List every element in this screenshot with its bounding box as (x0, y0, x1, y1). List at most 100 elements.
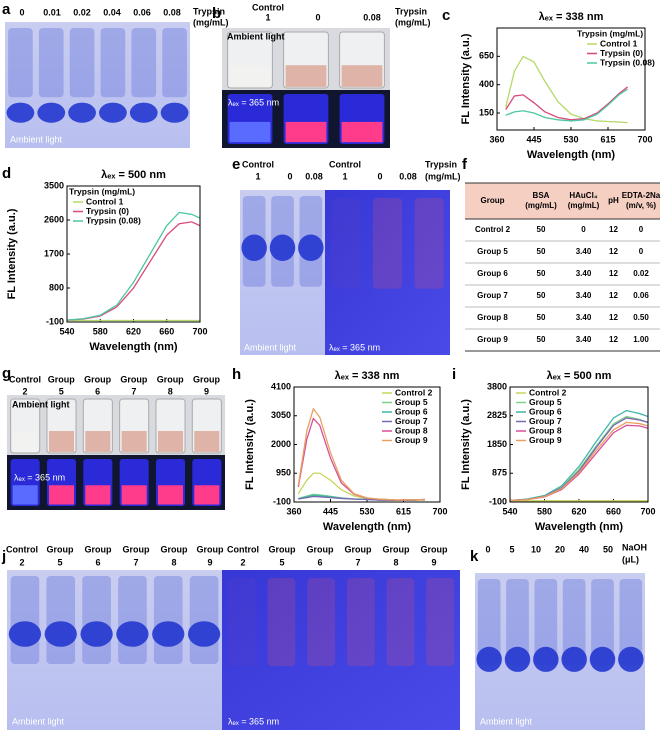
vial-liquid (48, 431, 75, 452)
gel-lane (372, 198, 403, 289)
gel-band (618, 646, 644, 672)
unit-label: Trypsin (425, 159, 457, 169)
x-tick-label: 580 (93, 326, 108, 336)
lane-label: Group (307, 544, 334, 554)
panel-label: b (212, 5, 221, 22)
lane-label: 0.04 (103, 7, 121, 17)
lane-label: Group (383, 544, 410, 554)
legend-label: Control 2 (395, 387, 433, 397)
vial-label: Group (120, 374, 147, 384)
lane-label: 20 (555, 544, 565, 554)
legend-label: Control 1 (600, 38, 638, 48)
vial-label: 0.08 (363, 12, 381, 22)
y-tick-label: -100 (273, 496, 291, 506)
panel-label: e (232, 156, 240, 173)
series-line (505, 88, 628, 122)
lane-label: Group (85, 544, 112, 554)
x-tick-label: 360 (286, 506, 301, 516)
legend-title: Trypsin (mg/mL) (577, 28, 643, 38)
vial-liquid (341, 65, 383, 87)
y-axis-label: FL Intensity (a.u.) (6, 208, 18, 299)
plot-frame (66, 185, 201, 323)
lane-label: Group (421, 544, 448, 554)
y-tick-label: 950 (276, 468, 291, 478)
x-tick-label: 360 (489, 134, 504, 144)
lane-label: 6 (317, 557, 322, 567)
y-tick-label: 1700 (44, 248, 64, 258)
lane-label: Control (242, 159, 274, 169)
gel-lane (131, 28, 157, 98)
plot-frame (509, 386, 649, 503)
panel-label: d (2, 165, 11, 182)
x-tick-label: 530 (359, 506, 374, 516)
lane-label: 0.08 (399, 171, 417, 181)
x-tick-label: 615 (600, 134, 615, 144)
table-cell: 0 (581, 225, 586, 234)
gel-lane (414, 198, 444, 289)
gel-band (241, 234, 267, 261)
lane-label: Control (227, 544, 259, 554)
unit-label: (μL) (622, 554, 639, 564)
table-cell: 3.40 (576, 269, 592, 278)
gel-lane (386, 578, 415, 666)
panel-label: j (1, 548, 6, 565)
vial-uv-glow (341, 121, 383, 143)
vial-label: Group (48, 374, 75, 384)
lane-label: Control (6, 544, 38, 554)
lane-label: 10 (531, 544, 541, 554)
y-tick-label: 400 (479, 79, 494, 89)
vial-uv-glow (194, 485, 220, 505)
lane-label: 50 (603, 544, 613, 554)
table-cell: 50 (537, 313, 546, 322)
x-tick-label: 700 (637, 134, 652, 144)
vial-label: Group (157, 374, 184, 384)
gel-band (6, 102, 35, 123)
x-tick-label: 620 (571, 506, 586, 516)
x-axis-label: Wavelength (nm) (535, 521, 624, 533)
vial-label: 7 (131, 386, 136, 396)
chart-title: λₑₓ = 338 nm (335, 370, 400, 382)
lane-label: 8 (393, 557, 398, 567)
gel-lane (10, 576, 40, 664)
table-cell: 1.00 (633, 335, 649, 344)
panel-label: f (462, 156, 468, 173)
panel-label: a (2, 1, 11, 18)
label: λₑₓ = 365 nm (228, 716, 279, 726)
chart-title: λₑₓ = 500 nm (547, 370, 612, 382)
y-tick-label: 4100 (271, 381, 291, 391)
x-tick-label: 700 (192, 326, 207, 336)
table-cell: 50 (537, 291, 546, 300)
legend-label: Group 7 (529, 416, 562, 426)
series-line (66, 221, 201, 321)
unit-label: (mg/mL) (193, 17, 229, 27)
vial-label: Group (84, 374, 111, 384)
lane-label: 0.08 (305, 171, 323, 181)
x-axis-label: Wavelength (nm) (89, 341, 178, 353)
lane-label: 0 (485, 544, 490, 554)
legend-label: Group 5 (395, 397, 428, 407)
panel-label: c (442, 7, 450, 24)
x-axis-label: Wavelength (nm) (527, 149, 616, 161)
gel-lane (506, 579, 529, 666)
gel-lane (346, 578, 375, 666)
table-cell: 3.40 (576, 335, 592, 344)
lane-label: 5 (509, 544, 514, 554)
label: Ambient light (480, 716, 533, 726)
table-header: Group (481, 196, 505, 205)
table-cell: 12 (609, 335, 618, 344)
table-cell: 12 (609, 269, 618, 278)
lane-label: Group (197, 544, 224, 554)
legend-label: Group 5 (529, 397, 562, 407)
x-tick-label: 540 (59, 326, 74, 336)
x-tick-label: 620 (126, 326, 141, 336)
gel-lane (38, 28, 64, 98)
lane-label: Group (269, 544, 296, 554)
vial-liquid (285, 65, 327, 87)
label: λₑₓ = 365 nm (228, 97, 279, 107)
lane-label: 0.06 (133, 7, 151, 17)
lane-label: 5 (279, 557, 284, 567)
panel-label: k (470, 548, 479, 565)
gel-band (561, 646, 587, 672)
vial-uv-glow (285, 121, 327, 143)
vial-uv-glow (48, 485, 75, 505)
